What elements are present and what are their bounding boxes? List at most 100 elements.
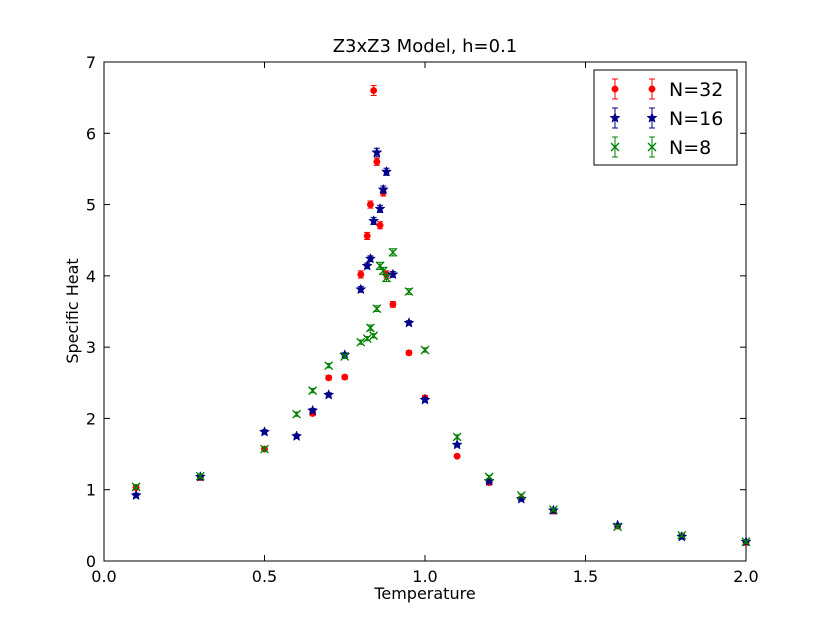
- x-axis-label: Temperature: [373, 584, 475, 603]
- star-marker: [291, 430, 303, 441]
- x-marker: [548, 505, 558, 515]
- data-point: [340, 351, 350, 361]
- star-marker: [355, 283, 367, 295]
- data-point: [325, 374, 333, 382]
- data-point: [403, 317, 415, 328]
- legend-marker: [609, 112, 621, 123]
- x-marker-stroke: [613, 522, 623, 532]
- x-marker: [356, 337, 366, 347]
- x-marker: [131, 482, 141, 492]
- data-point: [378, 266, 388, 276]
- data-point: [369, 331, 379, 341]
- data-point: [307, 404, 319, 416]
- x-marker-stroke: [388, 247, 398, 257]
- x-marker-stroke: [378, 266, 388, 276]
- star-marker: [403, 317, 415, 328]
- legend-marker: [648, 85, 656, 93]
- data-point: [292, 409, 302, 419]
- x-marker: [484, 472, 494, 482]
- x-tick-label: 2.0: [733, 567, 758, 586]
- x-marker: [378, 266, 388, 276]
- circle-marker: [373, 158, 381, 166]
- legend-entry: N=8: [610, 136, 711, 159]
- x-marker: [741, 537, 751, 547]
- circle-marker: [325, 374, 333, 382]
- x-marker-stroke: [260, 444, 269, 454]
- data-point: [357, 270, 365, 279]
- star-marker: [515, 493, 527, 504]
- x-marker-stroke: [420, 345, 430, 355]
- x-marker-stroke: [372, 304, 382, 314]
- data-point: [363, 231, 371, 241]
- x-marker-stroke: [292, 409, 302, 419]
- legend-marker: [646, 112, 658, 123]
- circle-marker: [341, 373, 349, 381]
- data-point: [741, 537, 751, 547]
- data-point: [613, 522, 623, 532]
- x-marker-stroke: [340, 351, 350, 361]
- x-marker-stroke: [195, 471, 205, 481]
- data-point: [366, 200, 374, 209]
- x-marker: [308, 386, 318, 396]
- data-point: [131, 482, 141, 492]
- data-point: [451, 438, 463, 450]
- circle-marker: [370, 87, 378, 94]
- data-point: [258, 426, 271, 437]
- data-point: [376, 221, 384, 230]
- y-tick-label: 5: [86, 196, 96, 215]
- y-tick-label: 6: [86, 124, 96, 143]
- data-point: [370, 85, 378, 97]
- data-point: [323, 389, 335, 400]
- legend-label: N=16: [669, 108, 723, 130]
- circle-marker: [405, 349, 413, 357]
- x-marker: [324, 361, 334, 371]
- x-tick-label: 1.5: [573, 567, 598, 586]
- data-point: [677, 530, 687, 540]
- x-marker-stroke: [610, 142, 620, 152]
- data-point: [356, 337, 366, 347]
- data-point: [291, 430, 303, 441]
- data-point: [377, 183, 389, 195]
- series-layer: [130, 85, 752, 547]
- circle-marker: [366, 201, 374, 209]
- data-point: [374, 202, 386, 214]
- x-marker-stroke: [365, 323, 375, 333]
- x-marker: [365, 323, 375, 333]
- x-marker: [372, 304, 382, 314]
- data-point: [387, 268, 399, 280]
- x-marker-stroke: [484, 472, 494, 482]
- data-point: [420, 345, 430, 355]
- data-point: [548, 505, 558, 515]
- x-marker-stroke: [741, 537, 751, 547]
- data-point: [452, 432, 462, 442]
- data-point: [368, 215, 380, 226]
- y-tick-label: 4: [86, 267, 96, 286]
- data-point: [373, 157, 381, 166]
- x-marker-stroke: [677, 530, 687, 540]
- x-marker-stroke: [356, 337, 366, 347]
- data-point: [453, 452, 461, 460]
- x-marker: [340, 351, 350, 361]
- x-tick-label: 0.0: [91, 567, 116, 586]
- circle-marker: [453, 452, 461, 460]
- ticks-layer: 0.0 0.5 1.0 1.5 2.0 0 1 2 3 4 5 6 7: [86, 53, 759, 586]
- x-marker: [677, 530, 687, 540]
- x-marker-stroke: [369, 331, 379, 341]
- circle-marker: [357, 270, 365, 278]
- star-marker: [371, 146, 383, 158]
- y-tick-label: 3: [86, 338, 96, 357]
- x-marker: [292, 409, 302, 419]
- chart-title: Z3xZ3 Model, h=0.1: [333, 36, 518, 57]
- x-tick-label: 0.5: [252, 567, 277, 586]
- data-point: [372, 304, 382, 314]
- legend-label: N=8: [669, 137, 711, 159]
- legend-label: N=32: [669, 79, 723, 101]
- star-marker: [419, 394, 431, 405]
- x-marker: [260, 444, 269, 454]
- y-tick-label: 0: [86, 552, 96, 571]
- x-marker: [404, 287, 414, 296]
- star-marker: [483, 475, 495, 486]
- data-point: [382, 273, 391, 283]
- y-tick-label: 2: [86, 409, 96, 428]
